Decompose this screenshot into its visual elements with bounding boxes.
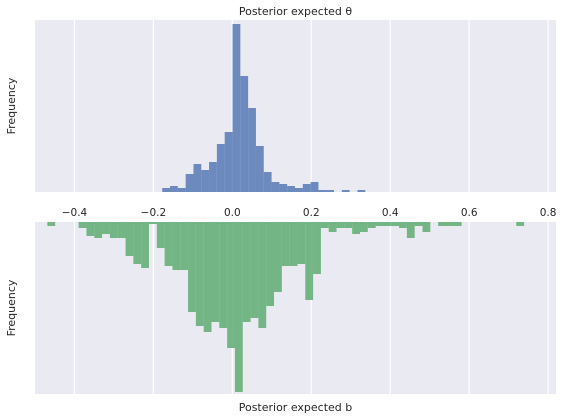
histogram-bar <box>211 222 220 322</box>
histogram-bar <box>180 222 189 270</box>
histogram-bar <box>357 190 366 192</box>
histogram-bar <box>242 222 251 322</box>
histogram-bar <box>172 222 181 270</box>
histogram-bar <box>250 222 259 318</box>
theta-histogram-panel: Posterior expected θ Frequency −0.4 −0.2 0.0… <box>5 5 556 219</box>
histogram-bar <box>255 146 264 192</box>
x-tick-label: 0.8 <box>540 207 557 219</box>
histogram-bar <box>203 222 212 332</box>
histogram-bar <box>274 222 282 292</box>
x-tick-label: 0.2 <box>303 207 320 219</box>
x-tick-label: −0.4 <box>62 207 88 219</box>
histogram-bar <box>414 222 423 226</box>
histogram-bar <box>359 222 368 232</box>
x-tick-label: 0.0 <box>224 207 241 219</box>
histogram-bar <box>406 222 415 238</box>
histogram-bar <box>227 222 235 348</box>
histogram-bar <box>234 222 243 392</box>
histogram-bar <box>422 222 431 232</box>
histogram-bar <box>219 222 228 328</box>
histogram-bar <box>164 222 173 266</box>
histogram-bar <box>326 190 335 192</box>
histogram-bar <box>170 186 178 192</box>
histogram-bar <box>162 188 171 192</box>
histogram-bar <box>445 222 454 226</box>
histogram-bar <box>209 162 217 192</box>
histogram-bar <box>279 184 288 192</box>
histogram-bar <box>263 172 272 192</box>
histogram-bar <box>248 108 256 192</box>
histogram-bar <box>320 222 329 228</box>
histogram-bar <box>341 190 350 192</box>
histogram-bar <box>78 222 87 228</box>
histogram-bar <box>86 222 95 236</box>
x-tick-label: 0.4 <box>382 207 399 219</box>
histogram-bar <box>224 132 233 192</box>
histogram-bar <box>240 76 249 192</box>
histogram-bar <box>188 222 196 312</box>
histogram-bar <box>201 170 210 192</box>
histogram-bar <box>109 222 118 238</box>
histogram-bar <box>383 222 392 226</box>
x-tick-label: −0.2 <box>141 207 167 219</box>
histogram-bar <box>266 222 275 306</box>
histogram-bar <box>185 174 194 192</box>
histogram-bar <box>399 222 407 228</box>
y-axis-label: Frequency <box>5 279 18 336</box>
histogram-bar <box>516 222 525 226</box>
histogram-bar <box>133 222 142 264</box>
histogram-bar <box>156 222 165 248</box>
histogram-bar <box>352 222 360 234</box>
histogram-bar <box>453 222 462 226</box>
histogram-bar <box>302 184 311 192</box>
histogram-bar <box>328 222 337 232</box>
histogram-bar <box>310 182 319 192</box>
histogram-bar <box>294 188 303 192</box>
histogram-bar <box>287 186 295 192</box>
histogram-bar <box>177 188 186 192</box>
histogram-bar <box>258 222 267 328</box>
histogram-bar <box>305 222 314 300</box>
histogram-bar <box>141 222 149 268</box>
b-histogram-panel: Frequency Posterior expected b <box>5 222 556 414</box>
histogram-bar <box>336 222 345 228</box>
x-tick-label: 0.6 <box>461 207 478 219</box>
histogram-bar <box>193 164 202 192</box>
histogram-bar <box>271 182 280 192</box>
histogram-bar <box>216 144 225 192</box>
histogram-bar <box>375 222 384 226</box>
histogram-bar <box>47 222 56 226</box>
histogram-bar <box>281 222 290 266</box>
histogram-bar <box>344 222 353 228</box>
histogram-bar <box>391 222 400 226</box>
histogram-bar <box>148 222 157 224</box>
histogram-bar <box>94 222 103 238</box>
chart-title: Posterior expected θ <box>239 5 353 18</box>
histogram-bar <box>438 222 446 226</box>
histogram-bar <box>289 222 298 266</box>
histogram-bar <box>195 222 204 326</box>
histogram-bar <box>297 222 306 264</box>
histogram-bar <box>313 222 321 274</box>
plot-area <box>35 20 556 192</box>
histogram-bar <box>117 222 126 238</box>
histogram-bar <box>367 222 376 228</box>
histogram-bar <box>102 222 110 234</box>
histogram-bar <box>232 24 241 192</box>
histogram-bar <box>318 190 327 192</box>
x-axis-label: Posterior expected b <box>239 401 353 414</box>
y-axis-label: Frequency <box>5 77 18 134</box>
histogram-bar <box>125 222 134 256</box>
